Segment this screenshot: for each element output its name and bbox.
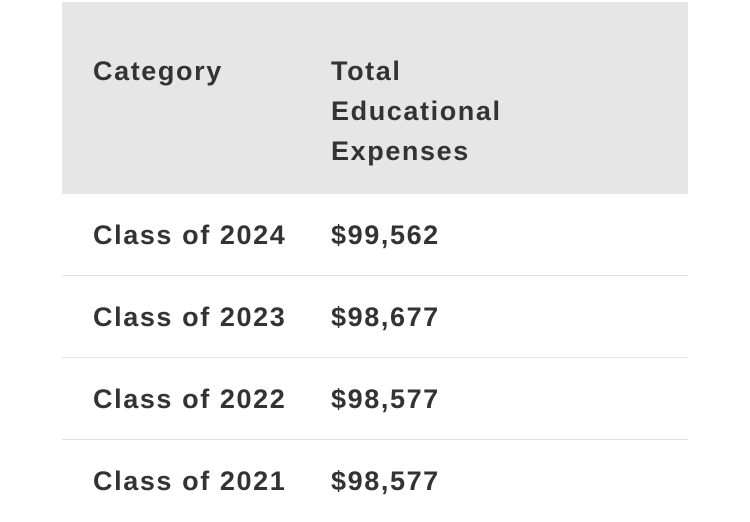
table-cell: Class of 2021 — [93, 466, 287, 496]
table-row: Class of 2023 $98,677 — [62, 276, 688, 358]
table-row: Class of 2024 $99,562 — [62, 194, 688, 276]
column-header: Category — [93, 56, 223, 86]
table-cell: Class of 2023 — [93, 302, 287, 332]
table-row: Class of 2021 $98,577 — [62, 440, 688, 521]
table: Category Total Educational Expenses Clas… — [62, 2, 688, 521]
table-cell: $98,577 — [331, 384, 440, 414]
column-header: Total Educational Expenses — [331, 56, 502, 166]
table-cell: $98,577 — [331, 466, 440, 496]
table-cell: $98,677 — [331, 302, 440, 332]
table-cell: $99,562 — [331, 220, 440, 250]
table-cell: Class of 2022 — [93, 384, 287, 414]
table-row: Class of 2022 $98,577 — [62, 358, 688, 440]
table-header: Category Total Educational Expenses — [62, 2, 688, 194]
table-body: Class of 2024 $99,562 Class of 2023 $98,677… — [62, 194, 688, 521]
table-cell: Class of 2024 — [93, 220, 287, 250]
